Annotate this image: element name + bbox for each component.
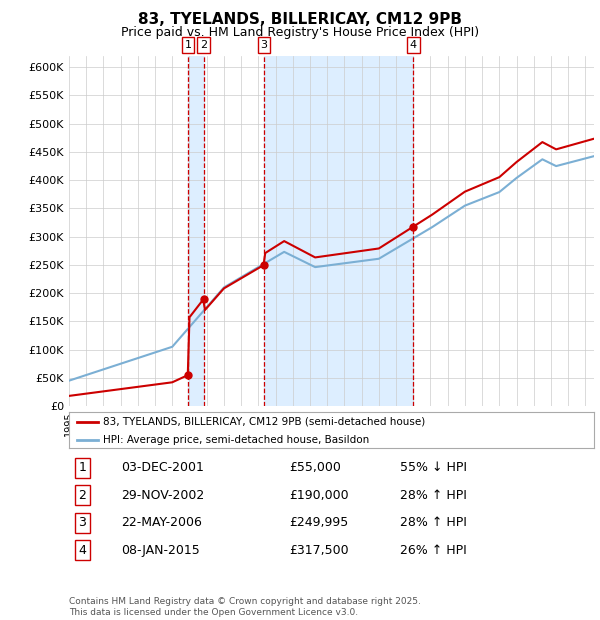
Text: 26% ↑ HPI: 26% ↑ HPI <box>400 544 467 557</box>
Text: 28% ↑ HPI: 28% ↑ HPI <box>400 489 467 502</box>
Bar <box>188 56 204 406</box>
Text: 4: 4 <box>410 40 417 50</box>
Text: Contains HM Land Registry data © Crown copyright and database right 2025.
This d: Contains HM Land Registry data © Crown c… <box>69 598 421 617</box>
Text: 83, TYELANDS, BILLERICAY, CM12 9PB: 83, TYELANDS, BILLERICAY, CM12 9PB <box>138 12 462 27</box>
Text: £317,500: £317,500 <box>290 544 349 557</box>
Text: 55% ↓ HPI: 55% ↓ HPI <box>400 461 467 474</box>
Bar <box>264 56 413 406</box>
Text: 08-JAN-2015: 08-JAN-2015 <box>121 544 200 557</box>
Text: 3: 3 <box>260 40 268 50</box>
Text: £55,000: £55,000 <box>290 461 341 474</box>
Text: HPI: Average price, semi-detached house, Basildon: HPI: Average price, semi-detached house,… <box>103 435 370 445</box>
Text: Price paid vs. HM Land Registry's House Price Index (HPI): Price paid vs. HM Land Registry's House … <box>121 26 479 39</box>
Text: 1: 1 <box>185 40 191 50</box>
Text: 28% ↑ HPI: 28% ↑ HPI <box>400 516 467 529</box>
Text: 2: 2 <box>200 40 208 50</box>
Text: 3: 3 <box>78 516 86 529</box>
Text: 03-DEC-2001: 03-DEC-2001 <box>121 461 205 474</box>
Text: 4: 4 <box>78 544 86 557</box>
Text: 29-NOV-2002: 29-NOV-2002 <box>121 489 205 502</box>
Text: 1: 1 <box>78 461 86 474</box>
Text: £190,000: £190,000 <box>290 489 349 502</box>
Text: 22-MAY-2006: 22-MAY-2006 <box>121 516 202 529</box>
Text: 2: 2 <box>78 489 86 502</box>
Text: £249,995: £249,995 <box>290 516 349 529</box>
Text: 83, TYELANDS, BILLERICAY, CM12 9PB (semi-detached house): 83, TYELANDS, BILLERICAY, CM12 9PB (semi… <box>103 417 425 427</box>
